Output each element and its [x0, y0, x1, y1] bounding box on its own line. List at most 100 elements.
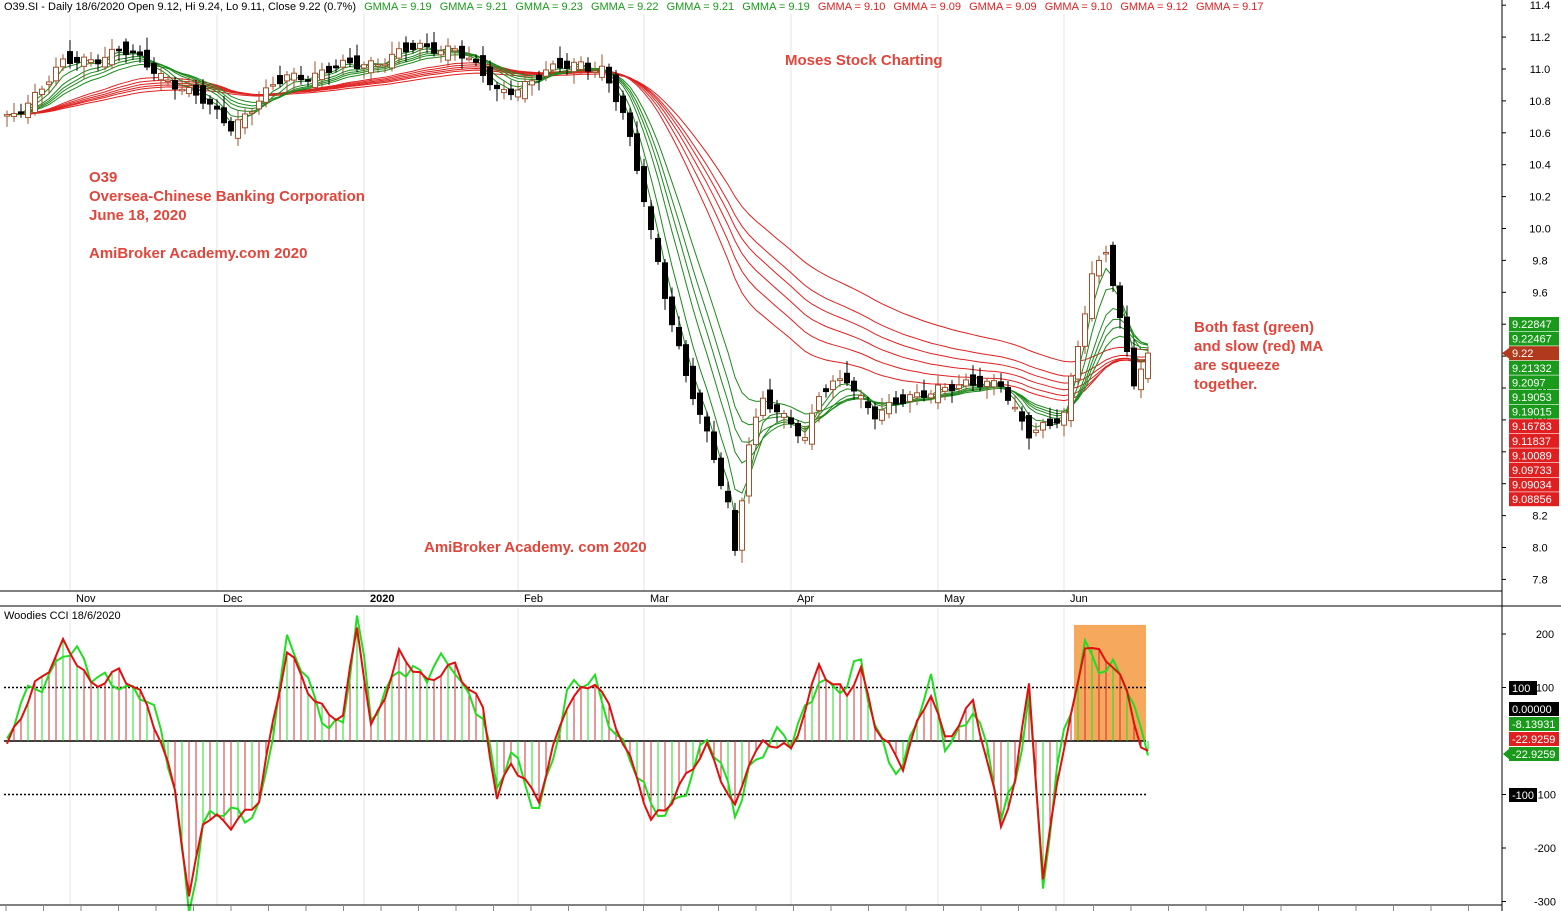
- candle-body: [732, 509, 738, 551]
- candle-body: [907, 394, 913, 402]
- candle-body: [25, 102, 31, 118]
- y-tick-label: 7.8: [1532, 574, 1547, 586]
- candle-body: [1026, 415, 1032, 439]
- candle-body: [837, 378, 843, 382]
- candle-body: [424, 43, 430, 47]
- cci-tag-box: [1509, 681, 1537, 695]
- candle-body: [417, 42, 423, 50]
- gmma-slow-line: [7, 66, 1149, 391]
- price-tag-box: [1509, 448, 1559, 463]
- candle-body: [396, 48, 402, 59]
- cci-y-tick-label: -300: [1534, 897, 1556, 909]
- gmma-value-10: GMMA = 9.10: [1044, 1, 1113, 13]
- price-tag-box: [1509, 477, 1559, 492]
- cci-tag: -22.9259: [1512, 734, 1555, 746]
- price-tag-box: [1509, 390, 1559, 404]
- candle-body: [788, 417, 794, 425]
- gmma-value-6: GMMA = 9.19: [742, 1, 810, 13]
- candle-body: [466, 57, 472, 61]
- candle-body: [361, 64, 367, 69]
- candle-body: [1047, 418, 1053, 427]
- price-tag-box: [1509, 433, 1559, 448]
- candle-body: [88, 59, 94, 64]
- price-tag: 9.22467: [1512, 334, 1552, 346]
- y-tick-label: 10.6: [1529, 128, 1550, 140]
- y-tick-label: 10.4: [1529, 160, 1550, 172]
- candle-body: [256, 100, 262, 110]
- note-line-2: and slow (red) MA: [1194, 338, 1324, 355]
- candle-body: [739, 500, 745, 551]
- gmma-value-9: GMMA = 9.09: [969, 1, 1037, 13]
- candle-body: [179, 88, 185, 92]
- candle-body: [1138, 368, 1144, 391]
- y-tick-label: 10.8: [1529, 96, 1550, 108]
- price-tag: 9.10089: [1512, 450, 1552, 462]
- candle-body: [683, 344, 689, 376]
- candle-body: [886, 401, 892, 415]
- candle-body: [270, 84, 276, 87]
- cci-tag: -22.9259: [1512, 749, 1555, 761]
- candle-body: [11, 113, 17, 118]
- candle-body: [676, 327, 682, 347]
- candle-body: [571, 61, 577, 73]
- gmma-fast-line: [6, 54, 1149, 415]
- candle-body: [18, 111, 24, 114]
- candle-body: [1012, 406, 1018, 410]
- candle-body: [1096, 260, 1102, 277]
- candle-body: [81, 56, 87, 67]
- candle-body: [1054, 418, 1060, 424]
- candle-body: [697, 392, 703, 415]
- candle-body: [851, 380, 857, 392]
- candle-body: [823, 388, 829, 393]
- gmma-value-8: GMMA = 9.09: [893, 1, 962, 13]
- candle-body: [165, 79, 171, 83]
- candle-body: [242, 113, 248, 129]
- candle-body: [480, 55, 486, 76]
- candle-body: [690, 365, 696, 400]
- note-line-4: together.: [1194, 376, 1258, 393]
- gmma-value-12: GMMA = 9.17: [1195, 1, 1264, 13]
- candle-body: [410, 42, 416, 50]
- price-tag: 9.2097: [1512, 377, 1546, 389]
- candle-body: [550, 63, 556, 71]
- candle-body: [151, 62, 157, 74]
- candle-body: [1082, 313, 1088, 347]
- candle-body: [865, 401, 871, 409]
- candle-body: [228, 121, 234, 132]
- price-tag: 9.16783: [1512, 421, 1552, 433]
- price-tag-box: [1509, 360, 1559, 375]
- candle-body: [781, 412, 787, 418]
- cci-tag-box: [1509, 747, 1559, 761]
- candle-body: [74, 56, 80, 63]
- candle-body: [452, 48, 458, 52]
- candle-body: [319, 69, 325, 81]
- cci-y-tick-label: 200: [1536, 629, 1554, 641]
- candle-body: [529, 80, 535, 86]
- candle-body: [1075, 345, 1081, 380]
- candle-body: [977, 375, 983, 388]
- candle-body: [389, 53, 395, 69]
- cci-y-tick-label: 100: [1536, 683, 1554, 695]
- price-tag-box: [1509, 346, 1559, 361]
- note-line-3: are squeeze: [1194, 357, 1280, 374]
- candle-body: [522, 81, 528, 100]
- candle-body: [641, 166, 647, 203]
- price-tag-box: [1509, 375, 1559, 390]
- candle-body: [312, 72, 318, 88]
- candle-body: [557, 57, 563, 69]
- cci-y-tick-label: -200: [1534, 843, 1556, 855]
- cci-tag-box: [1509, 732, 1559, 746]
- cci-title: Woodies CCI 18/6/2020: [4, 610, 121, 622]
- candle-body: [1110, 244, 1116, 286]
- candle-body: [536, 74, 542, 81]
- candle-body: [928, 393, 934, 399]
- candle-body: [130, 50, 136, 54]
- gmma-value-11: GMMA = 9.12: [1120, 1, 1188, 13]
- candle-body: [431, 42, 437, 54]
- candle-body: [1089, 273, 1095, 319]
- gmma-value-3: GMMA = 9.23: [515, 1, 583, 13]
- price-tag-box: [1509, 419, 1559, 434]
- candle-body: [1124, 316, 1130, 352]
- cci-tag: -100: [1512, 790, 1534, 802]
